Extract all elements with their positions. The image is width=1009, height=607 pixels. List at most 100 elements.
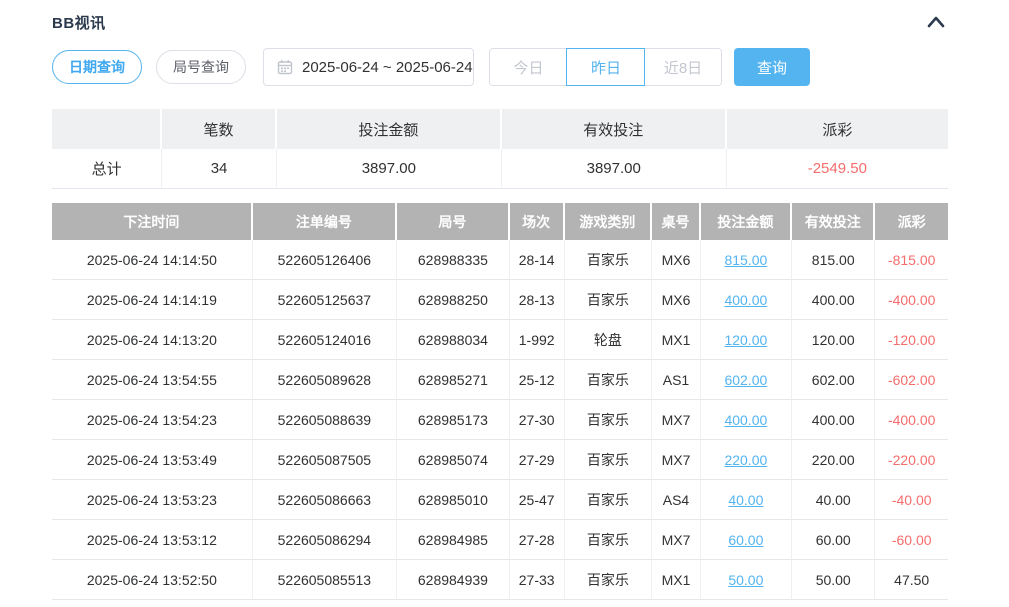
cell-round-no: 628985074	[396, 440, 510, 480]
table-row: 2025-06-24 14:13:20 522605124016 6289880…	[52, 320, 948, 360]
cell-payout: -400.00	[875, 400, 948, 440]
query-button[interactable]: 查询	[734, 48, 810, 86]
tab-round-query[interactable]: 局号查询	[156, 50, 246, 84]
bet-amount-link[interactable]: 400.00	[724, 291, 768, 308]
bet-amount-link[interactable]: 50.00	[728, 571, 764, 588]
table-row: 2025-06-24 13:54:55 522605089628 6289852…	[52, 360, 948, 400]
cell-bet-amount: 815.00	[700, 240, 793, 280]
cell-session: 28-13	[509, 280, 565, 320]
summary-col-empty	[52, 109, 163, 149]
date-range-input[interactable]: 2025-06-24 ~ 2025-06-24	[263, 48, 474, 86]
quick-range-last8days[interactable]: 近8日	[644, 49, 721, 85]
col-order-no: 注单编号	[252, 203, 397, 240]
cell-bet-time: 2025-06-24 13:54:23	[52, 400, 253, 440]
cell-session: 27-28	[509, 520, 565, 560]
cell-session: 1-992	[509, 320, 565, 360]
cell-table-no: MX7	[652, 400, 701, 440]
cell-game-type: 百家乐	[564, 440, 653, 480]
cell-bet-time: 2025-06-24 14:14:50	[52, 240, 253, 280]
records-header-row: 下注时间 注单编号 局号 场次 游戏类别 桌号 投注金额 有效投注 派彩	[52, 203, 948, 240]
cell-session: 27-29	[509, 440, 565, 480]
collapse-button[interactable]	[920, 13, 952, 33]
table-row: 2025-06-24 13:52:50 522605085513 6289849…	[52, 560, 948, 600]
quick-range-yesterday[interactable]: 昨日	[567, 49, 644, 85]
records-body: 2025-06-24 14:14:50 522605126406 6289883…	[52, 240, 948, 600]
cell-session: 27-33	[509, 560, 565, 600]
cell-table-no: MX6	[652, 280, 701, 320]
cell-game-type: 百家乐	[564, 240, 653, 280]
cell-bet-amount: 50.00	[700, 560, 793, 600]
cell-game-type: 百家乐	[564, 400, 653, 440]
summary-total-count: 34	[162, 149, 277, 189]
summary-col-count: 笔数	[162, 109, 277, 149]
cell-table-no: AS1	[652, 360, 701, 400]
summary-total-valid-bet: 3897.00	[501, 149, 727, 189]
calendar-icon	[277, 59, 293, 75]
cell-order-no: 522605126406	[252, 240, 397, 280]
bet-amount-link[interactable]: 120.00	[724, 331, 768, 348]
cell-bet-time: 2025-06-24 14:13:20	[52, 320, 253, 360]
summary-total-payout: -2549.50	[726, 149, 948, 189]
bet-amount-link[interactable]: 220.00	[724, 451, 768, 468]
cell-table-no: MX6	[652, 240, 701, 280]
cell-round-no: 628985173	[396, 400, 510, 440]
cell-valid-bet: 220.00	[792, 440, 876, 480]
cell-payout: -220.00	[875, 440, 948, 480]
cell-table-no: MX7	[652, 520, 701, 560]
table-row: 2025-06-24 14:14:19 522605125637 6289882…	[52, 280, 948, 320]
cell-payout: -602.00	[875, 360, 948, 400]
cell-bet-amount: 400.00	[700, 280, 793, 320]
cell-bet-time: 2025-06-24 14:14:19	[52, 280, 253, 320]
summary-header-row: 笔数 投注金额 有效投注 派彩	[52, 109, 948, 149]
bet-amount-link[interactable]: 60.00	[728, 531, 764, 548]
cell-round-no: 628988034	[396, 320, 510, 360]
cell-round-no: 628988250	[396, 280, 510, 320]
cell-payout: -40.00	[875, 480, 948, 520]
cell-bet-time: 2025-06-24 13:53:49	[52, 440, 253, 480]
cell-valid-bet: 60.00	[792, 520, 876, 560]
cell-valid-bet: 50.00	[792, 560, 876, 600]
cell-session: 28-14	[509, 240, 565, 280]
table-row: 2025-06-24 13:54:23 522605088639 6289851…	[52, 400, 948, 440]
cell-bet-amount: 400.00	[700, 400, 793, 440]
cell-table-no: AS4	[652, 480, 701, 520]
bet-amount-link[interactable]: 815.00	[724, 251, 768, 268]
quick-range-today[interactable]: 今日	[490, 49, 567, 85]
cell-order-no: 522605086294	[252, 520, 397, 560]
quick-range-group: 今日 昨日 近8日	[489, 48, 722, 86]
cell-round-no: 628984939	[396, 560, 510, 600]
cell-payout: -815.00	[875, 240, 948, 280]
cell-session: 25-47	[509, 480, 565, 520]
col-round-no: 局号	[396, 203, 510, 240]
cell-bet-time: 2025-06-24 13:53:23	[52, 480, 253, 520]
col-table-no: 桌号	[652, 203, 701, 240]
cell-round-no: 628985271	[396, 360, 510, 400]
cell-bet-amount: 220.00	[700, 440, 793, 480]
summary-col-valid-bet: 有效投注	[501, 109, 727, 149]
summary-total-row: 总计 34 3897.00 3897.00 -2549.50	[52, 149, 948, 189]
cell-valid-bet: 400.00	[792, 400, 876, 440]
summary-col-payout: 派彩	[726, 109, 948, 149]
cell-order-no: 522605124016	[252, 320, 397, 360]
bet-amount-link[interactable]: 400.00	[724, 411, 768, 428]
cell-round-no: 628985010	[396, 480, 510, 520]
cell-valid-bet: 602.00	[792, 360, 876, 400]
bet-amount-link[interactable]: 602.00	[724, 371, 768, 388]
col-game-type: 游戏类别	[564, 203, 653, 240]
cell-order-no: 522605085513	[252, 560, 397, 600]
bet-amount-link[interactable]: 40.00	[728, 491, 764, 508]
section-header: BB视讯	[52, 0, 948, 32]
chevron-up-icon	[926, 16, 946, 31]
filter-bar: 日期查询 局号查询 2025-06-24 ~ 2025-06-24 今日	[52, 48, 948, 86]
cell-round-no: 628988335	[396, 240, 510, 280]
cell-bet-time: 2025-06-24 13:52:50	[52, 560, 253, 600]
date-range-value: 2025-06-24 ~ 2025-06-24	[302, 58, 473, 76]
cell-valid-bet: 40.00	[792, 480, 876, 520]
cell-bet-amount: 40.00	[700, 480, 793, 520]
page-title: BB视讯	[52, 15, 106, 32]
cell-payout: -120.00	[875, 320, 948, 360]
cell-bet-amount: 60.00	[700, 520, 793, 560]
cell-game-type: 百家乐	[564, 560, 653, 600]
cell-order-no: 522605086663	[252, 480, 397, 520]
tab-date-query[interactable]: 日期查询	[52, 50, 142, 84]
